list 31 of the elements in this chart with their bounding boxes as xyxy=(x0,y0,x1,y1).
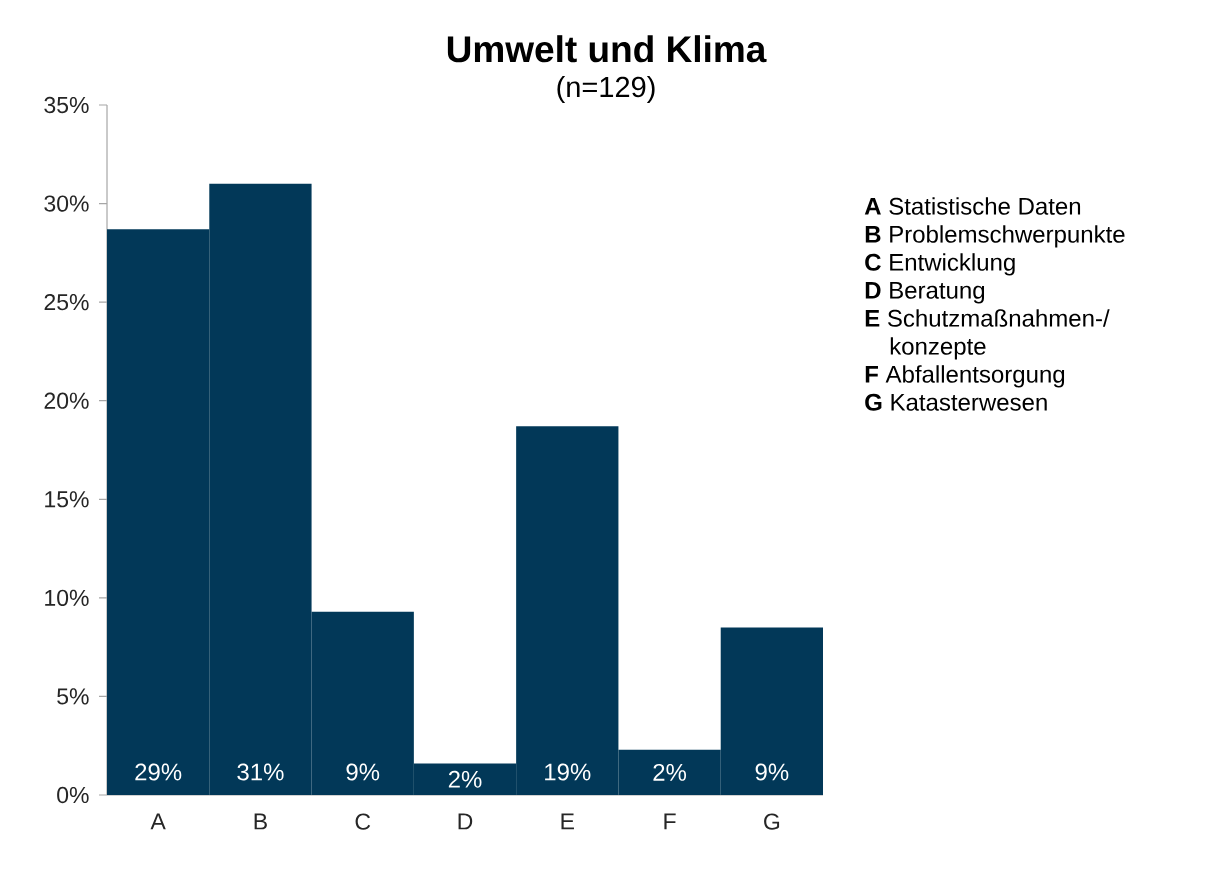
x-tick-label: C xyxy=(355,813,371,830)
x-tick-label: D xyxy=(458,813,473,830)
x-tick-label: E xyxy=(561,813,574,830)
text: D Beratung xyxy=(865,282,985,304)
text: A Statistische Daten xyxy=(864,197,1081,215)
y-tick-label: 10% xyxy=(45,589,89,606)
text: F Abfallentsorgung xyxy=(865,365,1065,388)
text: B Problemschwerpunkte xyxy=(865,225,1125,248)
y-tick-label: 15% xyxy=(45,491,89,508)
data-label: 2% xyxy=(448,770,482,788)
y-tick-label: 20% xyxy=(44,392,89,409)
y-tick-label: 25% xyxy=(44,294,89,311)
x-tick-label: B xyxy=(254,813,267,830)
chart-subtitle: (n=129) xyxy=(557,75,655,103)
data-label: 9% xyxy=(346,763,380,781)
x-tick-label: F xyxy=(664,813,676,830)
y-tick-label: 5% xyxy=(57,688,89,705)
data-label: 29% xyxy=(135,763,182,781)
y-tick-label: 0% xyxy=(57,786,89,804)
x-tick-label: G xyxy=(764,813,780,830)
y-tick-label: 35% xyxy=(44,96,89,114)
y-tick-label: 30% xyxy=(44,195,89,212)
x-tick-label: A xyxy=(150,813,166,830)
data-label: 9% xyxy=(755,763,789,781)
data-label: 2% xyxy=(653,763,687,781)
data-label: 31% xyxy=(237,763,284,781)
text: G Katasterwesen xyxy=(865,393,1047,411)
chart-title: Umwelt und Klima xyxy=(447,35,767,63)
data-label: 19% xyxy=(545,763,591,781)
text: C Entwicklung xyxy=(865,253,1015,276)
text: E Schutzmaßnahmen-/ konzepte xyxy=(865,309,1110,360)
